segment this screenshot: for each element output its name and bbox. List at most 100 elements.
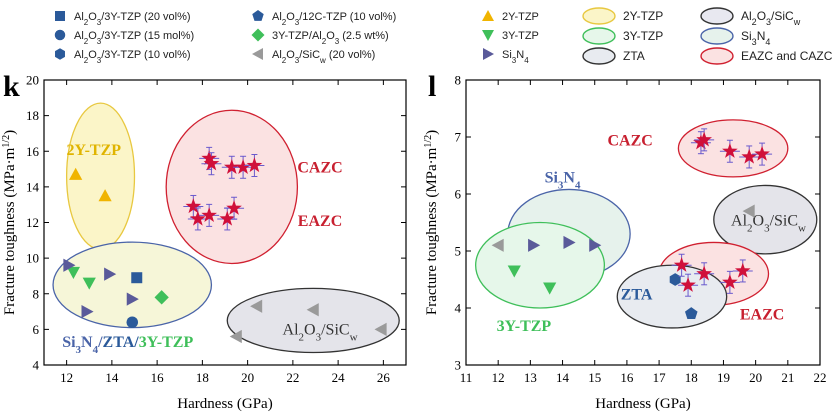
y-tick-label: 4 (455, 301, 462, 316)
data-point (126, 292, 139, 306)
x-tick-label: 22 (286, 370, 299, 385)
data-point (680, 276, 696, 292)
region-ellipse (52, 241, 213, 329)
y-tick-label: 3 (455, 358, 462, 373)
y-tick-label: 4 (33, 358, 40, 373)
legend-ellipse-label: Al2O3/SiCw (741, 9, 801, 27)
legend-marker-triangle-up-icon (482, 10, 494, 21)
region-label: 3Y-TZP (497, 318, 552, 335)
x-tick-label: 18 (196, 370, 209, 385)
y-tick-label: 16 (26, 144, 40, 159)
region-label: EAZC (740, 306, 784, 323)
x-tick-label: 26 (377, 370, 391, 385)
data-point (69, 167, 83, 180)
data-point (669, 273, 681, 286)
legend-label: Al2O3/SiCw (20 vol%) (272, 49, 375, 65)
legend-label: Si3N4 (502, 49, 529, 65)
y-tick-label: 12 (26, 215, 39, 230)
data-point (104, 267, 117, 281)
y-tick-label: 14 (26, 179, 40, 194)
data-point (154, 290, 169, 305)
legend-ellipse-label: Si3N4 (741, 29, 770, 47)
x-tick-label: 16 (151, 370, 165, 385)
data-point (201, 207, 218, 223)
x-tick-label: 22 (814, 370, 827, 385)
data-point (673, 257, 690, 272)
region-ellipse (677, 119, 789, 178)
legend-marker-circle-icon (54, 29, 66, 41)
region-label: 2Y-TZP (67, 142, 122, 159)
legend-marker-triangle-left-icon (252, 48, 263, 60)
y-axis-label: Fracture toughness (MPa·m1/2) (423, 130, 441, 315)
region-label: CAZC (297, 160, 342, 177)
data-point (98, 189, 112, 202)
data-point (81, 304, 94, 319)
data-point (82, 277, 96, 290)
x-tick-label: 13 (524, 370, 537, 385)
x-tick-label: 12 (492, 370, 505, 385)
data-point (229, 329, 242, 344)
y-tick-label: 7 (455, 130, 462, 145)
data-point (201, 150, 218, 166)
legend-label: Al2O3/12C-TZP (10 vol%) (272, 11, 396, 27)
data-point (131, 272, 143, 284)
x-tick-label: 19 (717, 370, 730, 385)
data-point (185, 198, 202, 214)
panel-l-chart: l Si3N4 3Y-TZP CAZC Al2O3/SiCw EAZC ZTA 11 12 13 1… (423, 70, 827, 412)
x-tick-label: 24 (332, 370, 346, 385)
region-ellipse (165, 109, 299, 265)
region-label: CAZC (607, 133, 652, 150)
legend-label: Al2O3/3Y-TZP (15 mol%) (74, 30, 194, 46)
plot-frame (465, 79, 821, 366)
y-tick-label: 5 (455, 244, 462, 259)
data-point (754, 145, 770, 161)
legend-marker-pentagon-icon (252, 10, 264, 21)
x-tick-label: 16 (620, 370, 634, 385)
region-label: Si3N4 (545, 170, 581, 192)
data-point (741, 148, 758, 164)
y-tick-label: 6 (455, 187, 462, 202)
legend-marker-diamond-icon (251, 28, 265, 42)
data-point (126, 316, 139, 329)
data-point (528, 238, 541, 252)
y-tick-label: 8 (33, 286, 40, 301)
legend-label: 2Y-TZP (502, 11, 539, 23)
x-tick-label: 14 (105, 370, 119, 385)
y-tick-label: 20 (26, 73, 39, 88)
legend-marker-square-icon (55, 11, 65, 21)
data-point (63, 258, 76, 272)
x-tick-label: 18 (685, 370, 698, 385)
x-tick-label: 12 (60, 370, 73, 385)
data-point (246, 157, 263, 173)
data-point (543, 282, 557, 295)
legend-ellipse-icon (582, 27, 616, 45)
data-point (589, 238, 602, 252)
legend-ellipse-label: EAZC and CAZC (741, 49, 833, 63)
region-label: Al2O3/SiCw (731, 212, 806, 234)
data-point (742, 204, 755, 218)
region-label: Si3N4/ZTA/3Y-TZP (62, 334, 193, 356)
data-point (250, 299, 263, 313)
legend-ellipse-icon (700, 27, 734, 45)
panel-letter: l (428, 70, 436, 103)
data-point (66, 266, 81, 279)
x-tick-label: 21 (781, 370, 794, 385)
legend-marker-hexagon-icon (55, 48, 65, 60)
panel-k-chart: k 2Y-TZP CAZC EAZC Si3N4/ZTA/3Y-TZP Al2O3/SiC… (1, 70, 407, 412)
x-tick-label: 11 (460, 370, 473, 385)
x-tick-label: 15 (588, 370, 601, 385)
data-point (235, 159, 251, 174)
x-tick-label: 20 (749, 370, 762, 385)
data-point (507, 265, 521, 278)
legend-label: 3Y-TZP/Al2O3 (2.5 wt%) (272, 30, 389, 46)
x-tick-label: 20 (241, 370, 254, 385)
x-tick-label: 17 (653, 370, 667, 385)
region-ellipse (713, 184, 818, 255)
legend-ellipse-label: 3Y-TZP (623, 29, 663, 43)
region-label: ZTA (621, 286, 653, 303)
y-tick-label: 6 (33, 322, 40, 337)
data-point (226, 200, 242, 215)
region-ellipse (475, 221, 606, 309)
data-point (306, 303, 319, 317)
